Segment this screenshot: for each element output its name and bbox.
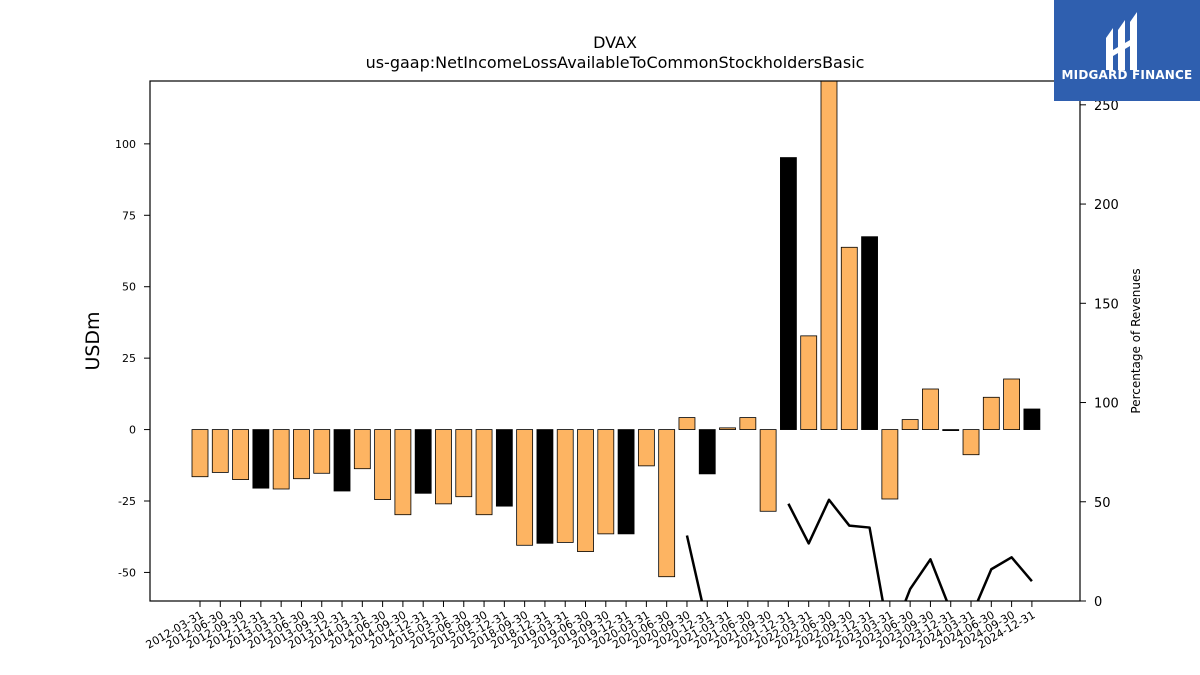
y-tick-label: 50 xyxy=(122,281,136,294)
bar-2023-09-30 xyxy=(922,388,939,430)
y-axis: -50 -25 0 25 50 75 100 xyxy=(115,138,150,579)
bar-series xyxy=(191,81,1041,578)
bar-2022-06-30 xyxy=(820,81,838,430)
plot-frame xyxy=(149,80,1081,602)
bar-2021-03-31 xyxy=(719,427,736,430)
bar-2019-09-30 xyxy=(597,429,615,535)
y-axis-label: USDm xyxy=(82,311,104,370)
bar-2019-12-31 xyxy=(617,429,635,535)
y2-axis: 0 50 100 150 200 250 xyxy=(1080,99,1119,610)
bar-2014-03-31 xyxy=(353,429,371,470)
y-tick-label: -25 xyxy=(118,495,136,508)
bar-2022-09-30 xyxy=(840,246,858,430)
y-tick-label: 100 xyxy=(115,138,136,151)
bar-2015-06-30 xyxy=(455,429,473,498)
y-tick-label: 0 xyxy=(129,424,136,437)
bar-2012-09-30 xyxy=(232,429,249,480)
chart-title: DVAX xyxy=(593,33,637,52)
x-axis: 2012-03-312012-06-302012-09-302012-12-31… xyxy=(144,601,1037,652)
y-tick-label: 25 xyxy=(122,352,136,365)
bar-2021-09-30 xyxy=(759,429,777,512)
bar-2014-09-30 xyxy=(394,429,412,516)
bar-2013-09-30 xyxy=(313,429,331,474)
bar-2024-09-30 xyxy=(1003,378,1020,430)
y2-tick-label: 150 xyxy=(1094,297,1119,312)
logo-mark-icon xyxy=(1106,12,1137,70)
y2-tick-label: 250 xyxy=(1094,99,1119,114)
midgard-finance-logo: MIDGARD FINANCE xyxy=(1054,0,1200,101)
bar-2024-12-31 xyxy=(1023,408,1041,430)
y2-tick-label: 0 xyxy=(1094,595,1102,610)
bar-2022-12-31 xyxy=(861,236,878,430)
bar-2024-06-30 xyxy=(982,396,1000,430)
bar-2018-12-31 xyxy=(536,429,554,544)
pct-revenue-line xyxy=(685,535,704,601)
bar-2023-12-31 xyxy=(942,429,960,431)
bar-2014-12-31 xyxy=(414,429,432,494)
pct-revenue-line xyxy=(787,498,1033,601)
bar-2014-06-30 xyxy=(374,429,392,500)
bar-2012-06-30 xyxy=(211,429,229,473)
bar-2020-09-30 xyxy=(678,417,696,430)
logo-text: MIDGARD FINANCE xyxy=(1061,68,1193,82)
y-tick-label: 75 xyxy=(122,209,136,222)
bar-2012-03-31 xyxy=(191,429,209,478)
bar-2018-09-30 xyxy=(516,429,534,546)
bar-2022-03-31 xyxy=(800,335,818,430)
y2-tick-label: 200 xyxy=(1094,198,1119,213)
bar-2012-12-31 xyxy=(252,429,270,489)
y-tick-label: -50 xyxy=(118,566,136,579)
pct-revenue-series xyxy=(685,498,1033,601)
bar-2013-06-30 xyxy=(293,429,310,480)
y2-tick-label: 50 xyxy=(1094,496,1111,511)
bar-2019-06-30 xyxy=(577,429,594,552)
bar-2019-03-31 xyxy=(556,429,574,543)
bar-2024-03-31 xyxy=(962,429,980,456)
y2-axis-label: Percentage of Revenues xyxy=(1129,268,1143,413)
bar-2015-09-30 xyxy=(475,429,493,516)
y2-tick-label: 100 xyxy=(1094,397,1119,412)
bar-2023-03-31 xyxy=(881,429,899,500)
chart-subtitle: us-gaap:NetIncomeLossAvailableToCommonSt… xyxy=(366,53,865,72)
bar-2023-06-30 xyxy=(901,419,919,430)
bar-2013-03-31 xyxy=(272,429,290,490)
bar-2020-06-30 xyxy=(658,429,676,578)
bar-2020-03-31 xyxy=(637,429,655,467)
bar-2015-12-31 xyxy=(495,429,513,507)
bar-2020-12-31 xyxy=(698,429,716,475)
bar-2013-12-31 xyxy=(333,429,351,492)
bar-2015-03-31 xyxy=(435,429,452,505)
bar-2021-06-30 xyxy=(739,417,757,430)
bar-2021-12-31 xyxy=(780,157,797,430)
